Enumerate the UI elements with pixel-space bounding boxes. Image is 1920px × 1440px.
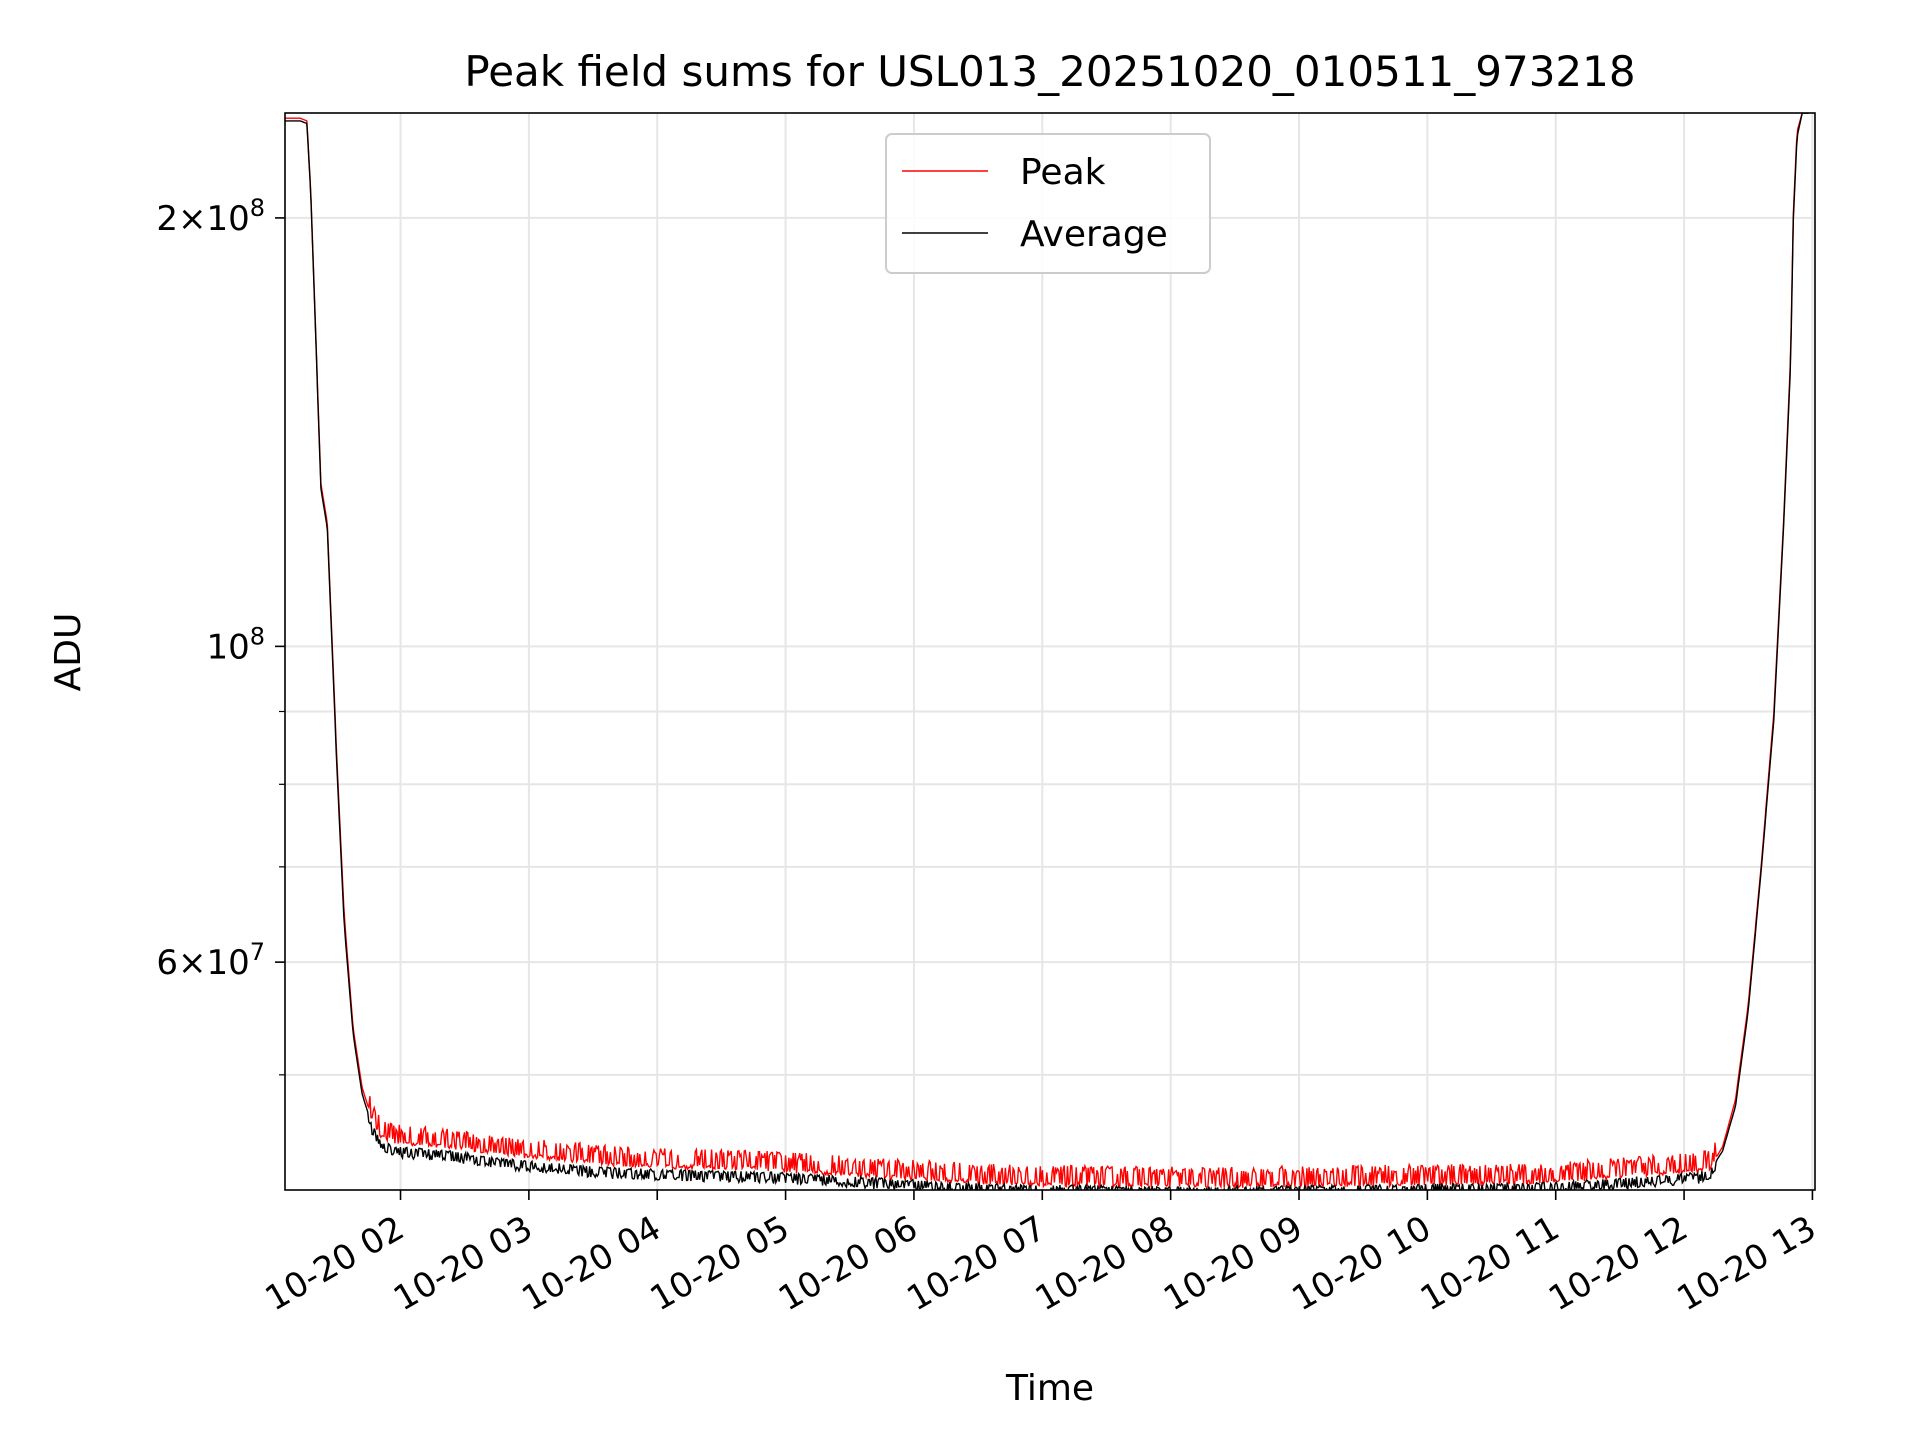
y-axis-label: ADU [48, 613, 89, 692]
axes-frame [284, 112, 1816, 1191]
legend-label-average: Average [1020, 214, 1168, 255]
series-group [285, 113, 1809, 1190]
legend-box [885, 133, 1211, 274]
y-tick-label: 2×108 [156, 194, 265, 239]
series-line-average [285, 113, 1809, 1190]
grid [285, 113, 1815, 1190]
series-line-peak [285, 113, 1809, 1190]
y-tick-label: 6×107 [156, 938, 265, 983]
x-axis-label: Time [1005, 1368, 1094, 1409]
legend: Peak Average [885, 133, 1211, 274]
legend-label-peak: Peak [1020, 152, 1106, 193]
chart-title: Peak field sums for USL013_20251020_0105… [464, 47, 1635, 96]
